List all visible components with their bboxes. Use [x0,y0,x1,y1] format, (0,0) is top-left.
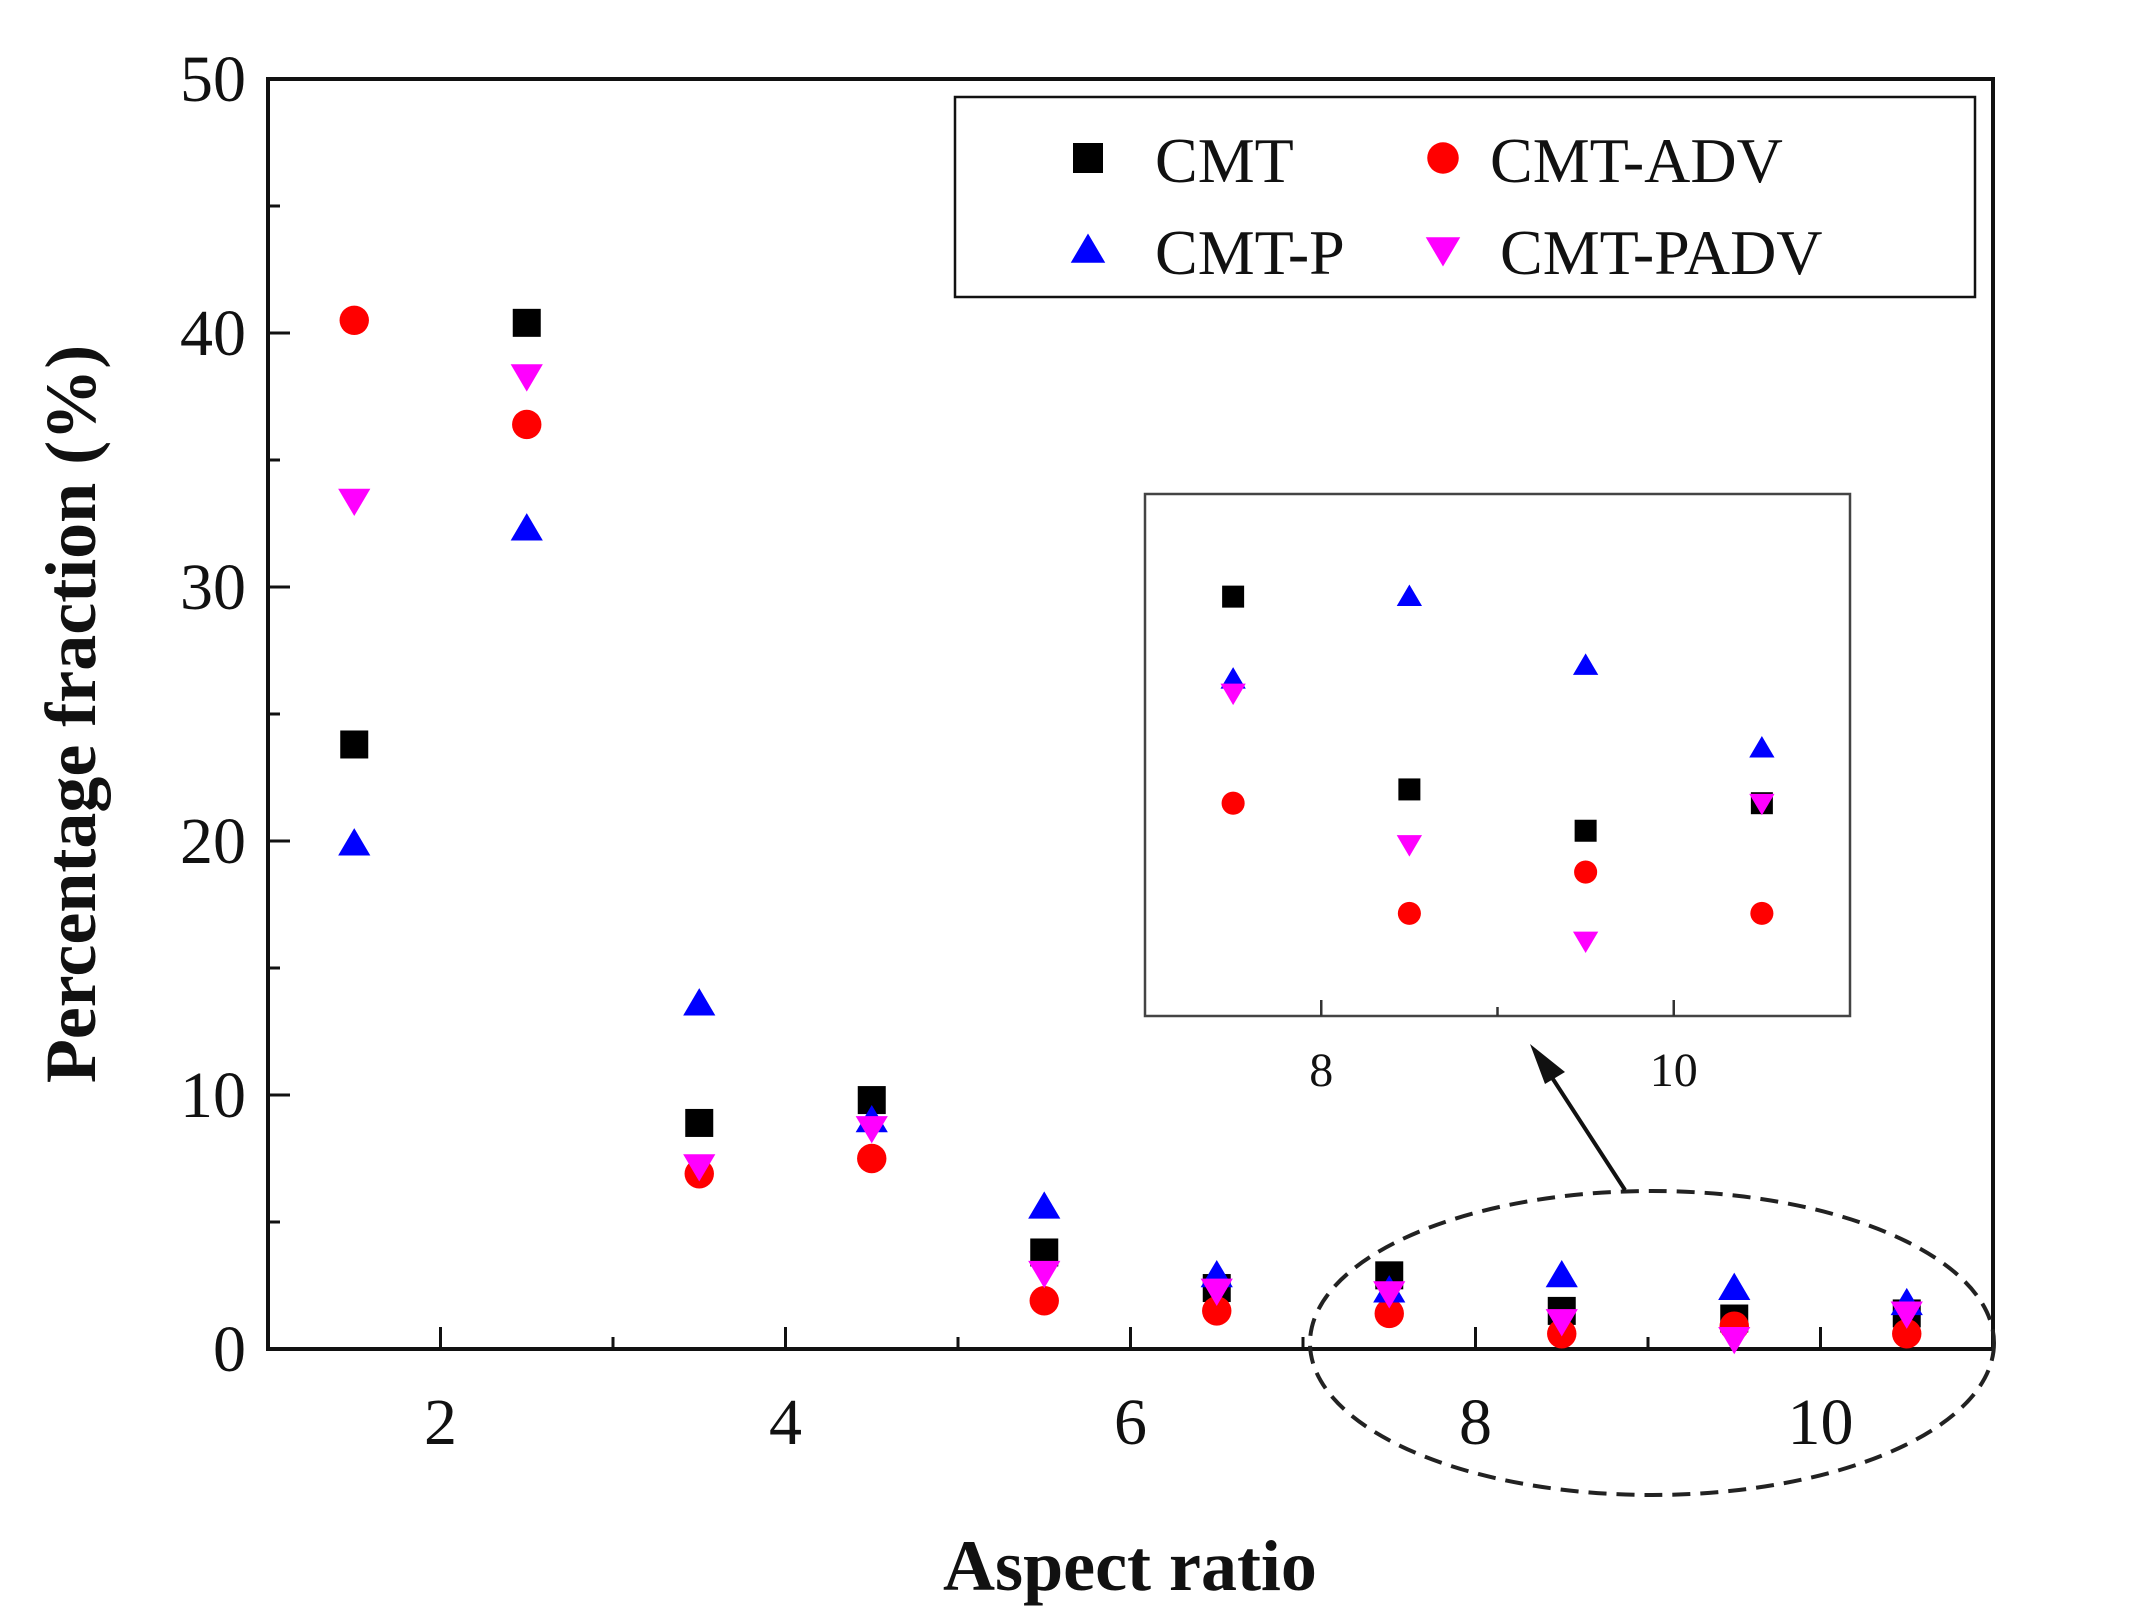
inset-data-point-cmt-padv [1572,931,1599,954]
inset-data-point-cmt [1398,778,1421,801]
data-point-cmt [685,1108,714,1137]
data-point-cmt-padv [510,364,543,392]
x-tick-label: 2 [424,1386,457,1459]
inset-x-tick-label: 10 [1650,1044,1698,1097]
y-axis-title: Percentage fraction (%) [31,345,111,1083]
legend-marker-cmt-padv [1425,237,1461,267]
data-point-cmt-padv [1718,1326,1751,1355]
inset-data-point-cmt-adv [1750,901,1774,925]
inset-plot-area [1143,492,1852,1018]
inset-data-point-cmt-adv [1397,901,1421,925]
inset-chart: 8 10 [1143,492,1852,1097]
data-point-cmt-p [1718,1272,1751,1300]
inset-data-point-cmt [1222,585,1245,608]
inset-data-point-cmt [1574,819,1597,842]
legend-box [953,95,1977,299]
inset-data-points [1220,584,1775,954]
data-point-cmt-padv [1373,1281,1406,1309]
y-tick-label: 40 [180,297,246,370]
data-point-cmt-p [1028,1191,1061,1219]
data-point-cmt-p [1545,1259,1578,1288]
y-tick-label: 0 [213,1313,246,1386]
data-point-cmt-padv [1545,1309,1578,1337]
data-point-cmt-padv [1890,1301,1923,1329]
data-point-cmt-adv [512,409,542,440]
x-tick-label: 4 [769,1386,802,1459]
y-tick-label: 30 [180,551,246,624]
y-tick-label: 10 [180,1059,246,1132]
data-point-cmt-p [683,988,716,1016]
inset-data-point-cmt-p [1572,653,1599,675]
y-tick-label: 50 [180,43,246,116]
data-point-cmt-padv [338,488,371,517]
annotation-arrowhead [1530,1044,1565,1084]
legend-marker-cmt [1073,143,1103,173]
data-points [338,305,1923,1355]
data-point-cmt-padv [1200,1278,1233,1306]
y-tick-label: 20 [180,805,246,878]
inset-data-point-cmt-adv [1221,791,1245,815]
inset-axis-ticks [1320,1000,1675,1016]
legend-label-cmt: CMT [1155,125,1294,196]
data-point-cmt-adv [339,305,369,335]
inset-tick-labels: 8 10 [1309,1044,1698,1097]
data-point-cmt-p [510,513,543,541]
data-point-cmt [340,730,369,759]
inset-data-point-cmt-padv [1396,835,1423,857]
data-point-cmt-p [338,828,371,856]
inset-data-point-cmt-adv [1574,860,1598,884]
x-axis-title: Aspect ratio [943,1526,1317,1606]
data-point-cmt-adv [1374,1298,1404,1329]
inset-data-point-cmt-padv [1220,683,1246,706]
data-point-cmt-padv [1028,1260,1061,1289]
data-point-cmt-padv [683,1154,716,1182]
legend-marker-cmt-p [1070,233,1106,263]
data-point-cmt [512,308,541,337]
inset-data-point-cmt-p [1749,736,1775,758]
inset-data-point-cmt-p [1220,667,1246,689]
inset-data-point-cmt-padv [1749,793,1775,816]
data-point-cmt-adv [1892,1319,1922,1349]
legend: CMT CMT-ADV CMT-P CMT-PADV [953,95,1977,299]
legend-label-cmt-adv: CMT-ADV [1490,125,1783,196]
axis-tick-labels: 2 4 6 8 10 0 10 20 30 40 50 [180,43,1854,1459]
axis-ticks [266,77,1995,1351]
x-tick-label: 10 [1788,1386,1854,1459]
highlight-ellipse [1308,1189,1996,1497]
x-tick-label: 6 [1114,1386,1147,1459]
legend-label-cmt-p: CMT-P [1155,217,1345,288]
legend-marker-cmt-adv [1427,142,1459,174]
data-point-cmt-adv [1202,1296,1232,1326]
inset-x-tick-label: 8 [1309,1044,1333,1097]
data-point-cmt-adv [1029,1286,1059,1316]
x-tick-label: 8 [1459,1386,1492,1459]
data-point-cmt-adv [857,1143,887,1174]
inset-data-point-cmt-p [1396,584,1423,606]
data-point-cmt-padv [855,1116,888,1144]
legend-label-cmt-padv: CMT-PADV [1500,217,1823,288]
